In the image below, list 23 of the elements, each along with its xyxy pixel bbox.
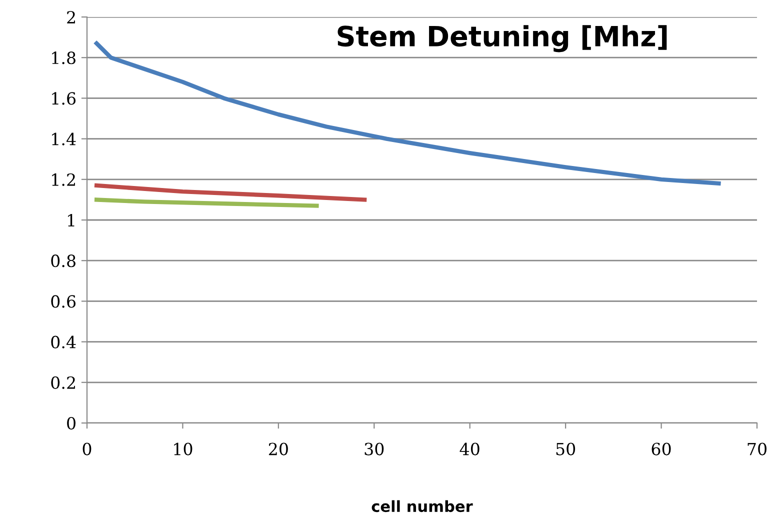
x-tick-label: 30 [364, 442, 384, 456]
y-tick-label: 0.8 [51, 254, 76, 268]
y-tick-label: 1 [68, 214, 74, 226]
line-series [94, 183, 367, 202]
x-tick-label: 60 [652, 442, 671, 456]
x-tick-label: 50 [556, 442, 576, 456]
y-tick-label: 1.6 [52, 92, 76, 105]
x-tick-label: 0 [82, 442, 92, 456]
y-tick-label: 0.2 [51, 376, 75, 389]
y-tick-label: 1.2 [52, 173, 75, 186]
x-tick-label: 70 [748, 442, 766, 456]
y-tick-label: 0 [67, 416, 76, 430]
x-tick-label: 10 [174, 442, 192, 456]
y-tick-label: 1.4 [52, 132, 76, 146]
y-tick-label: 2 [67, 10, 75, 24]
y-tick-label: 0.6 [51, 295, 76, 308]
x-tick-label: 40 [460, 442, 480, 456]
y-tick-label: 1.8 [52, 52, 76, 64]
chart-title: Stem Detuning [Mhz] [338, 25, 667, 52]
x-axis-title: cell number [372, 500, 473, 512]
line-series [94, 198, 319, 208]
x-tick-label: 20 [268, 442, 288, 456]
y-tick-label: 0.4 [51, 336, 76, 348]
